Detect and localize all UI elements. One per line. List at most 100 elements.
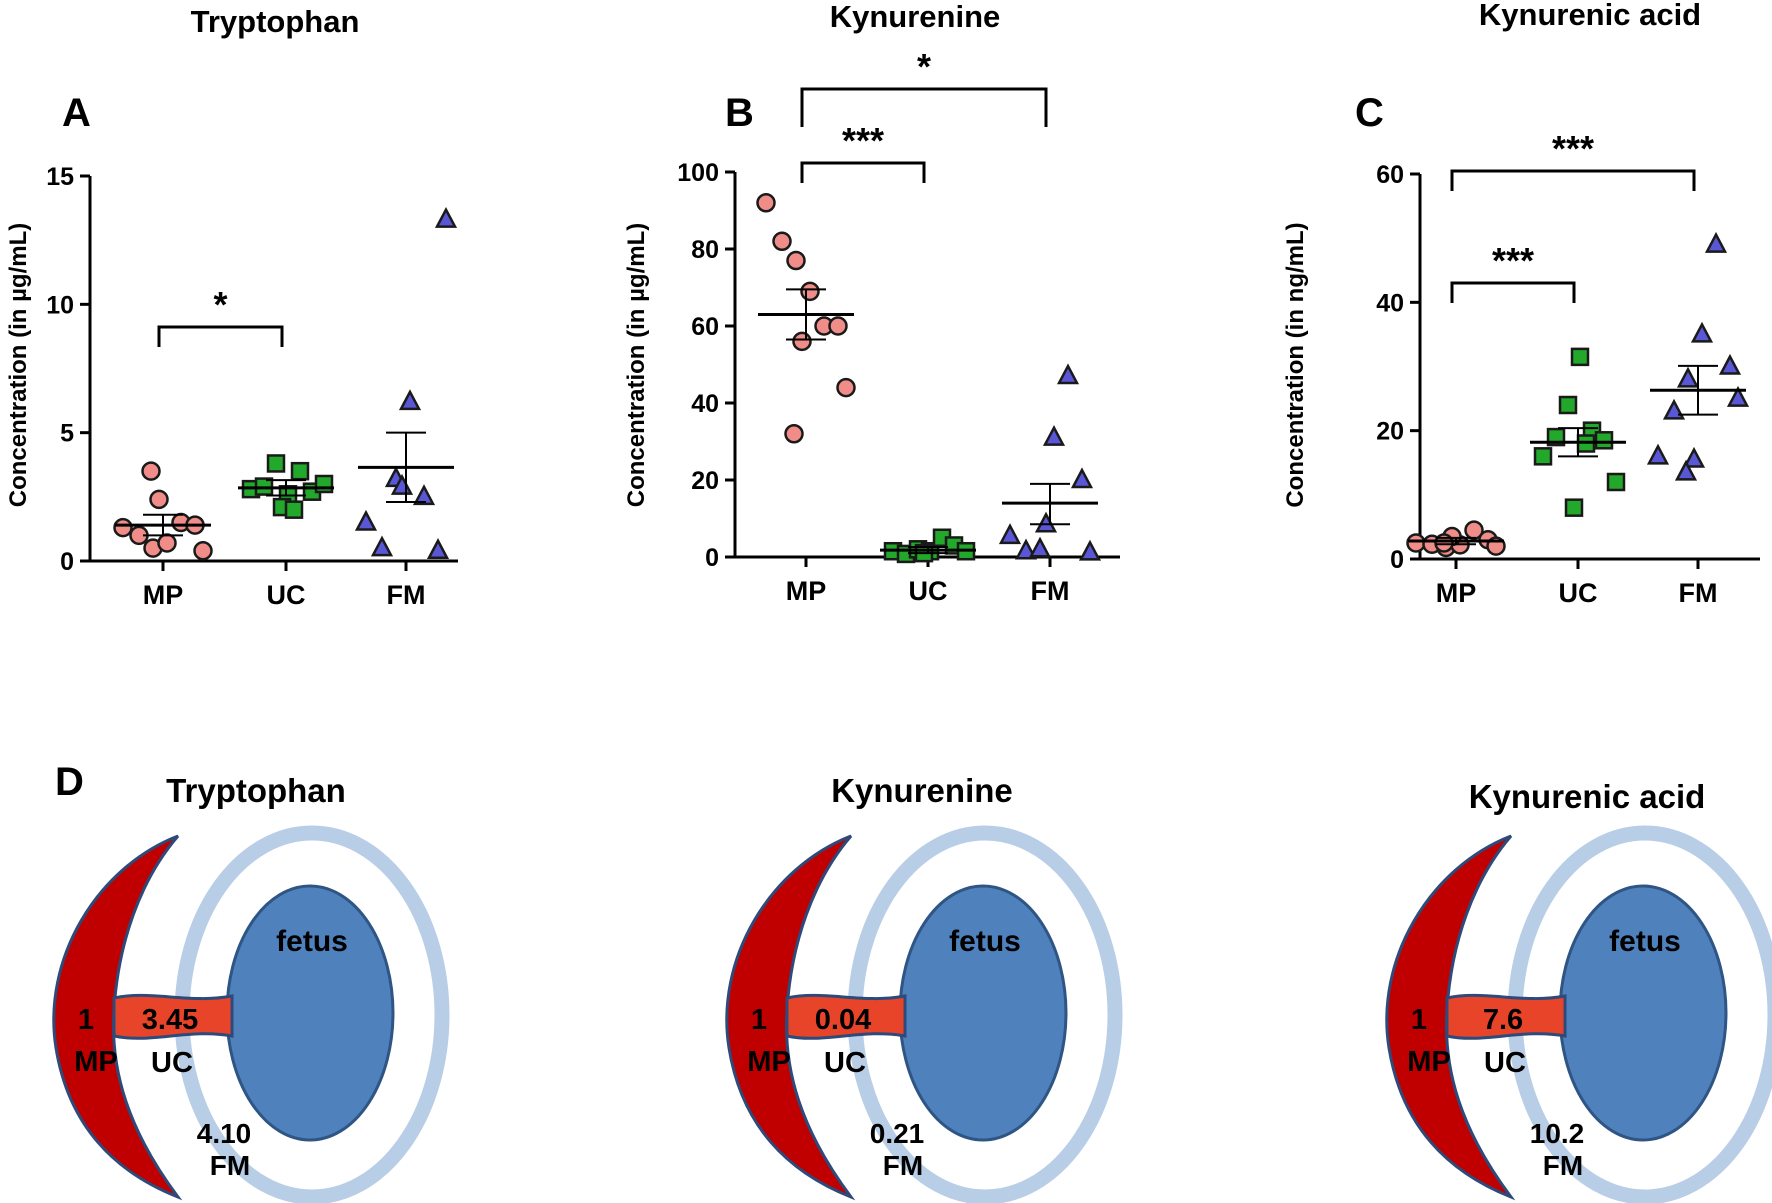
data-point-mp xyxy=(157,533,177,553)
data-point-uc xyxy=(1558,395,1578,415)
y-tick-label: 0 xyxy=(1390,546,1404,574)
uc-value: 0.04 xyxy=(815,1004,871,1036)
mp-value: 1 xyxy=(1411,1004,1427,1036)
data-point-mp xyxy=(800,281,820,302)
data-point-mp xyxy=(786,250,806,271)
data-point-fm xyxy=(1662,398,1686,420)
data-point-fm xyxy=(998,523,1022,545)
y-tick-label: 100 xyxy=(677,159,719,187)
data-point-mp xyxy=(113,517,133,538)
data-point-fm xyxy=(1676,366,1700,388)
y-tick-label: 5 xyxy=(60,420,74,448)
y-tick-label: 0 xyxy=(705,544,719,572)
significance-bracket xyxy=(800,161,926,183)
x-tick-label: MP xyxy=(143,580,184,610)
diagram-title: Kynurenine xyxy=(831,772,1013,809)
data-point-mp xyxy=(784,424,804,444)
y-tick-label: 0 xyxy=(60,548,74,576)
mp-label: MP xyxy=(1407,1046,1451,1078)
data-point-fm xyxy=(1646,443,1670,465)
fm-label: FM xyxy=(210,1150,250,1181)
umbilical-cord-shape xyxy=(785,993,907,1040)
x-tick-label: FM xyxy=(1679,578,1718,608)
data-point-fm xyxy=(1070,467,1094,489)
x-tick-label: MP xyxy=(786,576,827,606)
x-tick-label: MP xyxy=(1436,578,1477,608)
data-point-mp xyxy=(756,193,776,213)
data-point-fm xyxy=(412,484,436,506)
significance-label: *** xyxy=(1552,128,1594,169)
y-tick-label: 20 xyxy=(1376,418,1404,446)
data-point-fm xyxy=(1726,385,1750,407)
y-tick-label: 40 xyxy=(1376,289,1404,317)
data-point-mp xyxy=(141,461,161,481)
data-point-mp xyxy=(828,316,848,336)
fetus-label: fetus xyxy=(276,925,348,958)
panel-a-title: Tryptophan xyxy=(191,4,360,39)
fm-label: FM xyxy=(883,1150,923,1181)
x-tick-label: UC xyxy=(909,576,948,606)
uc-value: 7.6 xyxy=(1483,1004,1523,1036)
panel-a-ylabel: Concentration (in µg/mL) xyxy=(5,223,32,507)
significance-label: * xyxy=(917,46,931,87)
data-point-uc xyxy=(1533,447,1553,466)
fetus-label: fetus xyxy=(949,925,1021,958)
x-tick-label: UC xyxy=(1559,578,1598,608)
umbilical-cord-shape xyxy=(1445,993,1567,1040)
panel-d: D fetus1MP3.45UC4.10FMTryptophanfetus1MP… xyxy=(52,760,1772,1203)
data-point-fm xyxy=(1034,511,1058,533)
panel-b-letter: B xyxy=(725,91,754,135)
fm-value: 0.21 xyxy=(870,1118,925,1149)
x-tick-label: FM xyxy=(1031,576,1070,606)
panel-c-plot: 0 20 40 60 MP UC FM *** *** xyxy=(1376,128,1760,608)
fm-value: 10.2 xyxy=(1530,1118,1585,1149)
placenta-shape xyxy=(1385,834,1516,1201)
x-tick-label: UC xyxy=(267,580,306,610)
data-point-mp xyxy=(772,231,792,252)
mp-label: MP xyxy=(74,1046,118,1078)
transfer-diagram: fetus 1 MP 7.6 UC 10.2FM xyxy=(1385,825,1772,1203)
significance-label: * xyxy=(213,284,227,325)
data-point-fm xyxy=(1042,424,1066,446)
uc-value: 3.45 xyxy=(142,1004,198,1036)
panel-c-title: Kynurenic acid xyxy=(1479,0,1701,32)
data-point-uc xyxy=(290,461,310,481)
panel-b-ylabel: Concentration (in µg/mL) xyxy=(623,223,650,507)
panel-c: Kynurenic acid C Concentration (in ng/mL… xyxy=(1282,0,1760,608)
data-point-fm xyxy=(1028,536,1052,558)
panel-a: Tryptophan A Concentration (in µg/mL) 0 5… xyxy=(5,4,458,610)
placenta-shape xyxy=(52,834,183,1201)
significance-bracket xyxy=(1450,169,1696,191)
placenta-shape xyxy=(725,834,856,1201)
data-point-mp xyxy=(792,331,812,352)
fm-label: FM xyxy=(1543,1150,1583,1181)
fm-value: 4.10 xyxy=(197,1118,252,1149)
data-point-mp xyxy=(836,377,856,398)
panel-c-ylabel: Concentration (in ng/mL) xyxy=(1282,222,1309,507)
y-tick-label: 80 xyxy=(691,236,719,264)
data-point-uc xyxy=(314,474,334,494)
data-point-uc xyxy=(266,454,286,473)
data-point-fm xyxy=(370,535,394,557)
significance-bracket xyxy=(157,325,284,347)
x-tick-label: FM xyxy=(387,580,426,610)
significance-label: *** xyxy=(842,120,884,161)
panel-d-letter: D xyxy=(55,760,84,804)
umbilical-cord-shape xyxy=(112,993,234,1040)
data-point-fm xyxy=(1690,321,1714,343)
data-point-fm xyxy=(1718,353,1742,375)
panel-a-plot: 0 5 10 15 MP UC FM * xyxy=(46,163,458,610)
y-tick-label: 20 xyxy=(691,467,719,495)
uc-label: UC xyxy=(151,1047,193,1079)
data-point-fm xyxy=(426,538,450,559)
data-point-uc xyxy=(284,500,304,519)
significance-label: *** xyxy=(1492,240,1534,281)
panel-a-letter: A xyxy=(62,91,91,135)
data-point-fm xyxy=(1704,231,1728,253)
y-tick-label: 60 xyxy=(1376,161,1404,189)
diagram-title: Kynurenic acid xyxy=(1469,778,1706,815)
data-point-fm xyxy=(1674,459,1698,481)
y-tick-label: 15 xyxy=(46,163,74,191)
uc-label: UC xyxy=(1484,1047,1526,1079)
